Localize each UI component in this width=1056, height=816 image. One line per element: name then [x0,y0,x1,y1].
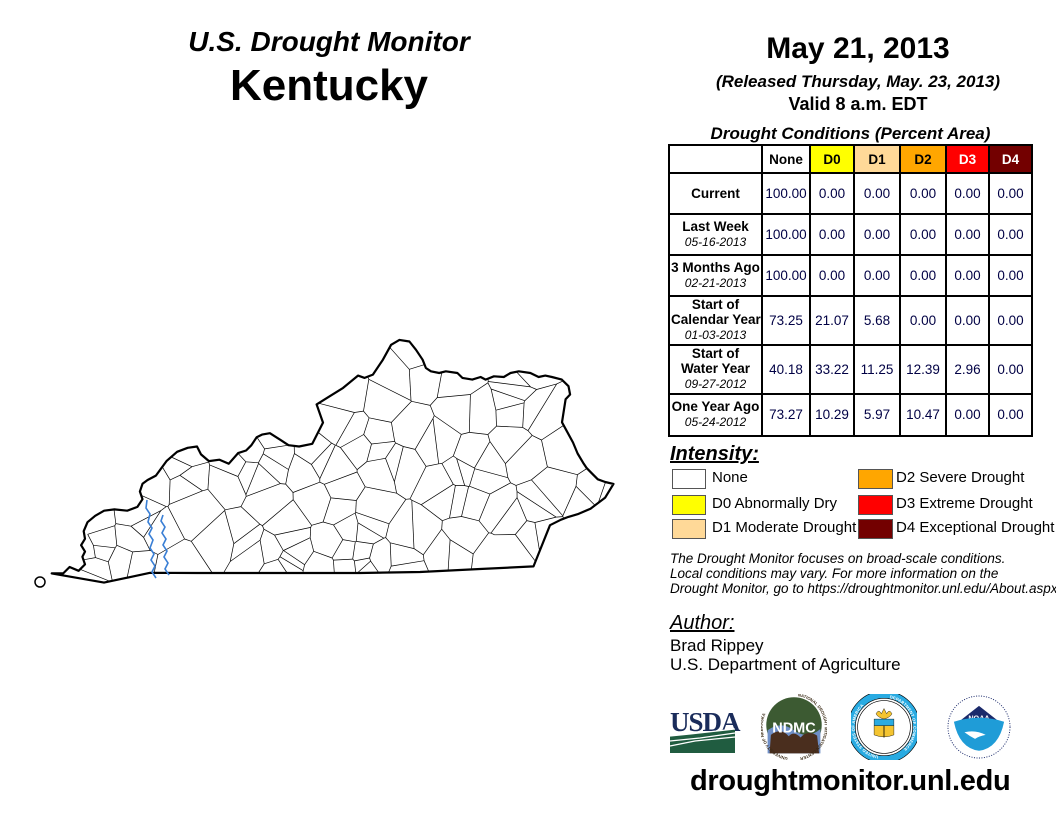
svg-text:NDMC: NDMC [772,720,816,736]
